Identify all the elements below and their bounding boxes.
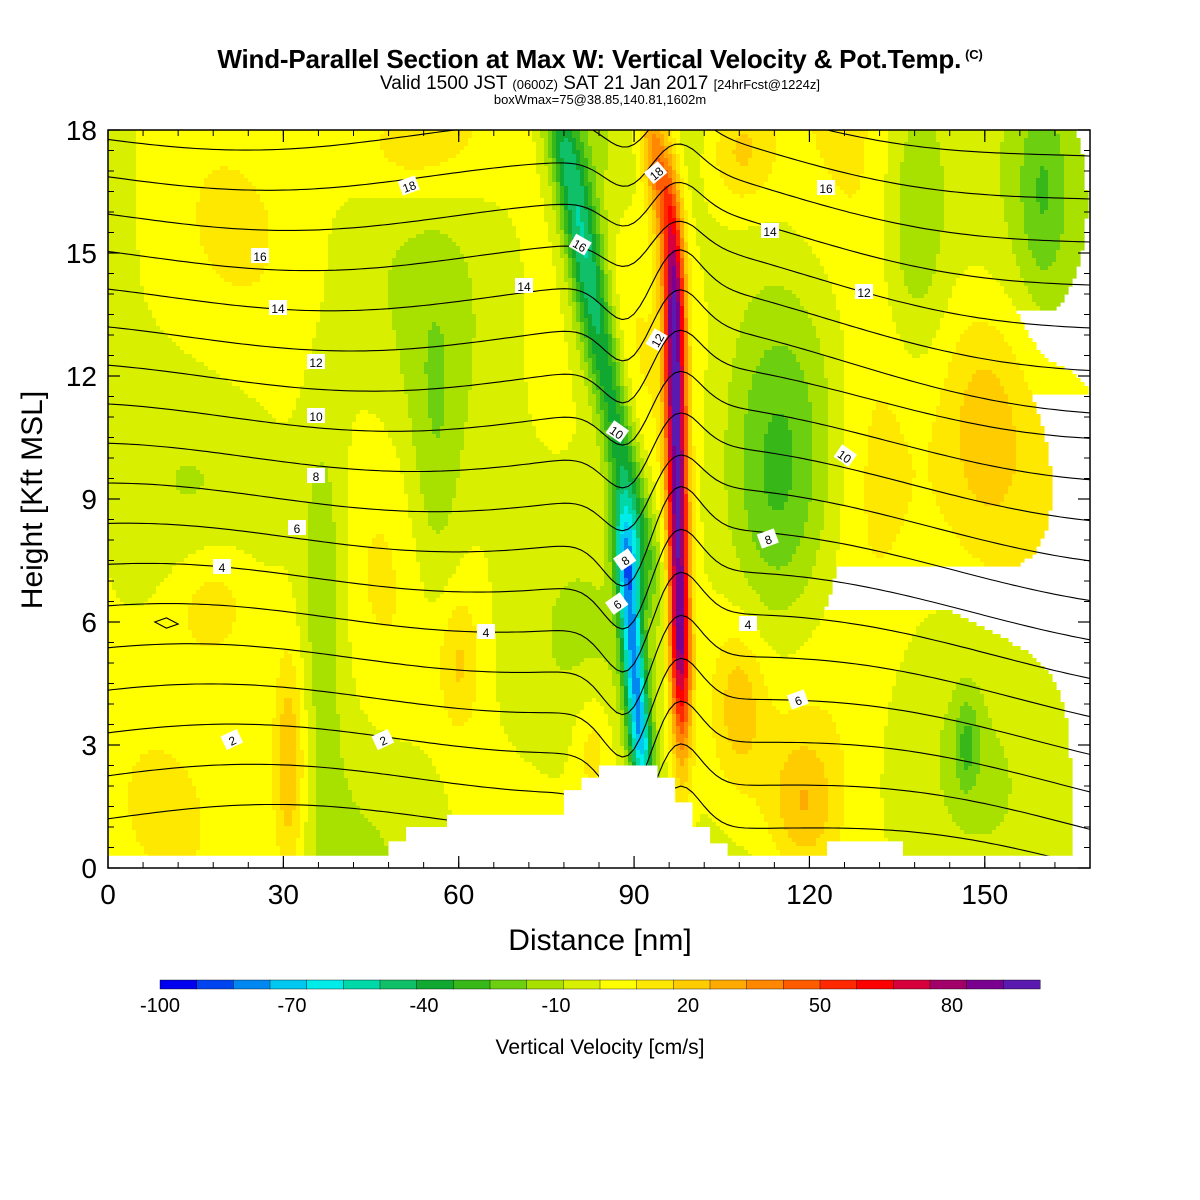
colorbar-title: Vertical Velocity [cm/s] bbox=[495, 1036, 705, 1059]
x-tick-label: 0 bbox=[100, 879, 116, 910]
chart-subtitle: Valid 1500 JST (0600Z) SAT 21 Jan 2017 [… bbox=[380, 73, 820, 94]
contour-label: 14 bbox=[269, 300, 287, 316]
theta-contour bbox=[108, 220, 1090, 329]
theta-contour bbox=[108, 143, 1090, 243]
vertical-velocity-field bbox=[108, 130, 1089, 868]
contour-label: 14 bbox=[761, 223, 779, 239]
colorbar-tick-label: 20 bbox=[677, 995, 699, 1017]
contour-label: 8 bbox=[307, 468, 325, 484]
colorbar-tick-label: 50 bbox=[809, 995, 831, 1017]
contour-label: 6 bbox=[786, 689, 809, 710]
contour-label: 4 bbox=[213, 559, 231, 575]
y-tick-label: 12 bbox=[66, 361, 97, 392]
theta-contour bbox=[108, 528, 1090, 641]
contour-label: 8 bbox=[613, 548, 637, 571]
colorbar-swatch bbox=[783, 979, 821, 990]
contour-label: 12 bbox=[307, 354, 325, 370]
y-tick-label: 15 bbox=[66, 238, 97, 269]
theta-contour bbox=[108, 289, 1090, 414]
colorbar-swatch bbox=[453, 979, 491, 990]
colorbar-swatch bbox=[489, 979, 528, 990]
colorbar-swatch bbox=[196, 979, 234, 990]
colorbar-tick-label: -70 bbox=[278, 995, 307, 1017]
contour-label: 6 bbox=[288, 520, 306, 536]
contour-label: 4 bbox=[739, 616, 757, 632]
contour-label: 10 bbox=[307, 408, 325, 424]
colorbar-tick-label: -10 bbox=[542, 995, 571, 1017]
colorbar-swatch bbox=[599, 979, 638, 990]
y-tick-label: 6 bbox=[81, 607, 97, 638]
axes: 0 30 60 90 120 150 0 3 6 9 12 15 18 bbox=[66, 115, 1091, 910]
theta-contour bbox=[108, 412, 1090, 522]
theta-contour bbox=[108, 454, 1090, 562]
contour-label: 8 bbox=[756, 528, 779, 549]
colorbar-swatch bbox=[966, 979, 1004, 990]
contour-label: 12 bbox=[855, 284, 873, 300]
colorbar-swatch bbox=[636, 979, 674, 990]
y-tick-label: 18 bbox=[66, 115, 97, 146]
colorbar-swatch bbox=[929, 979, 968, 990]
x-tick-label: 90 bbox=[618, 879, 649, 910]
theta-contour bbox=[108, 657, 1090, 758]
theta-contour bbox=[108, 614, 1090, 718]
y-axis-label: Height [Kft MSL] bbox=[16, 391, 49, 609]
colorbar-tick-label: 80 bbox=[941, 995, 963, 1017]
colorbar-swatch bbox=[1003, 979, 1041, 990]
theta-contour bbox=[108, 329, 1090, 439]
colorbar-swatch bbox=[709, 979, 748, 990]
terrain bbox=[108, 765, 1090, 868]
colorbar-swatch bbox=[269, 979, 308, 990]
y-tick-label: 3 bbox=[81, 730, 97, 761]
contour-label: 16 bbox=[568, 233, 592, 256]
contour-label: 2 bbox=[220, 728, 244, 751]
colorbar: -100 -70 -40 -10 20 50 80 bbox=[140, 979, 1041, 1017]
chart-subtitle-2: boxWmax=75@38.85,140.81,1602m bbox=[493, 92, 707, 107]
colorbar-swatch bbox=[893, 979, 931, 990]
contour-label: 10 bbox=[833, 444, 857, 467]
contour-label: 14 bbox=[515, 278, 533, 294]
x-axis-label: Distance [nm] bbox=[508, 924, 691, 957]
colorbar-swatch bbox=[856, 979, 894, 990]
contour-label: 6 bbox=[605, 592, 629, 615]
colorbar-swatch bbox=[563, 979, 601, 990]
y-tick-label: 0 bbox=[81, 853, 97, 884]
colorbar-swatch bbox=[673, 979, 711, 990]
theta-contour-closed bbox=[153, 617, 180, 629]
y-tick-label: 9 bbox=[81, 484, 97, 515]
colorbar-swatch bbox=[746, 979, 784, 990]
colorbar-swatch bbox=[379, 979, 418, 990]
contour-label: 12 bbox=[645, 328, 668, 352]
colorbar-swatch bbox=[416, 979, 454, 990]
contour-label: 18 bbox=[643, 161, 668, 185]
copyright-mark: (C) bbox=[965, 47, 983, 62]
terrain-profile bbox=[108, 765, 1090, 868]
colorbar-swatch bbox=[159, 979, 198, 990]
colorbar-tick-label: -40 bbox=[410, 995, 439, 1017]
colorbar-swatch bbox=[343, 979, 381, 990]
colorbar-tick-label: -100 bbox=[140, 995, 180, 1017]
x-tick-label: 150 bbox=[961, 879, 1008, 910]
x-tick-label: 120 bbox=[786, 879, 833, 910]
colorbar-swatch bbox=[233, 979, 271, 990]
theta-contour bbox=[108, 485, 1090, 602]
contour-label: 4 bbox=[477, 624, 495, 640]
theta-contour bbox=[825, 130, 1090, 157]
theta-contour bbox=[108, 370, 1090, 481]
contour-label: 16 bbox=[251, 248, 269, 264]
contour-label: 2 bbox=[371, 728, 395, 751]
colorbar-swatch bbox=[526, 979, 564, 990]
contour-label: 16 bbox=[817, 180, 835, 196]
colorbar-swatch bbox=[306, 979, 344, 990]
contour-label: 18 bbox=[397, 175, 420, 196]
x-tick-label: 60 bbox=[443, 879, 474, 910]
theta-contour bbox=[108, 571, 1090, 679]
colorbar-swatch bbox=[819, 979, 858, 990]
theta-contour bbox=[108, 181, 1090, 286]
chart-title: Wind-Parallel Section at Max W: Vertical… bbox=[217, 44, 983, 74]
contour-label: 10 bbox=[605, 420, 629, 443]
x-tick-label: 30 bbox=[268, 879, 299, 910]
